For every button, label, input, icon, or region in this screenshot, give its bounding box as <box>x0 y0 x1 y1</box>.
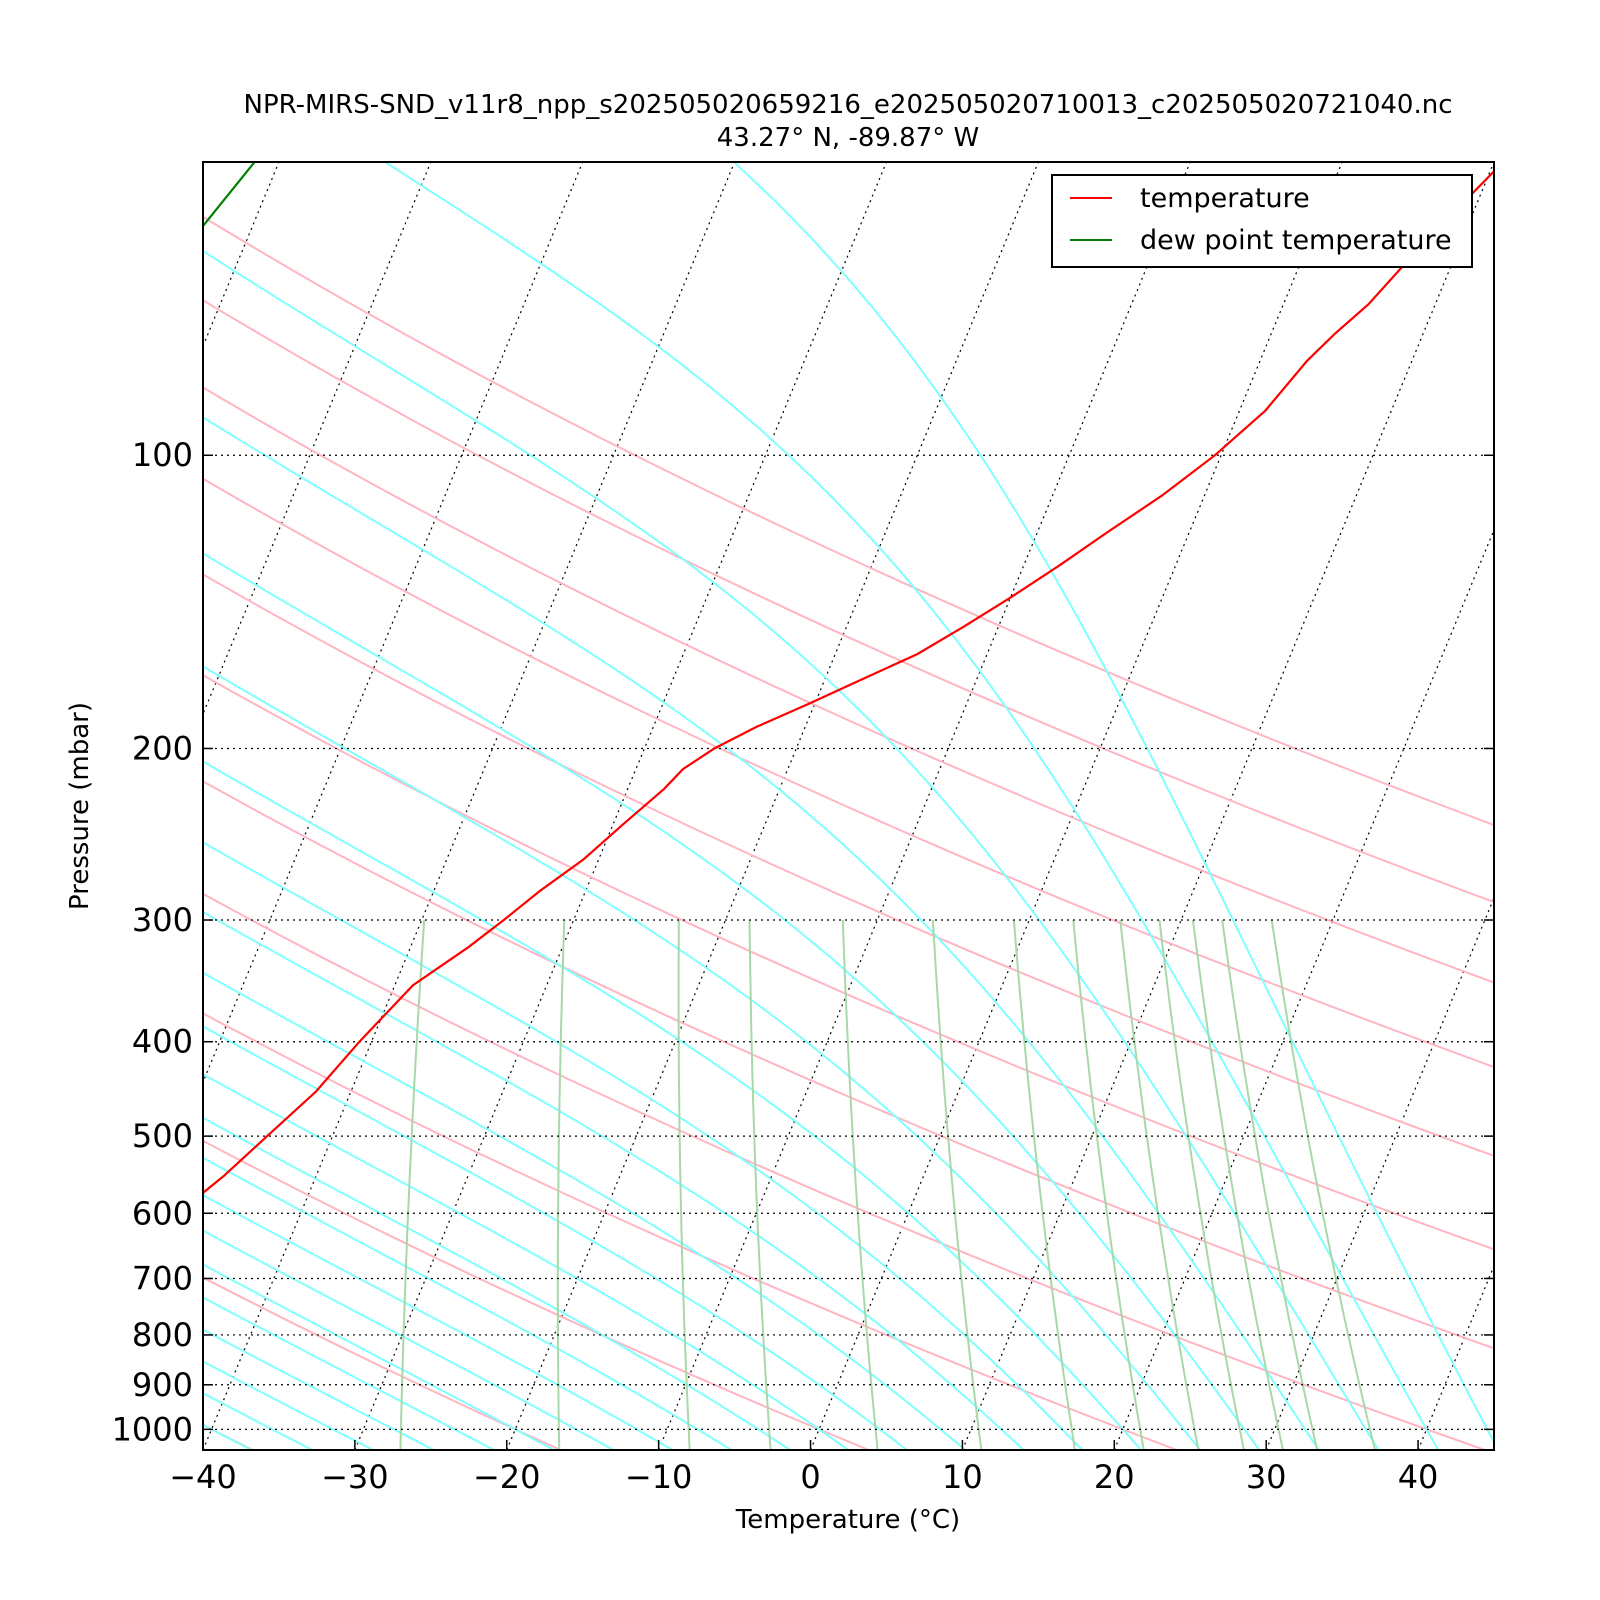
isotherm-line <box>203 162 280 348</box>
dewpoint-line <box>203 162 256 228</box>
moist-adiabat-line <box>203 841 1084 1450</box>
chart-subtitle: 43.27° N, -89.87° W <box>717 123 979 153</box>
y-tick-label: 300 <box>132 901 193 939</box>
y-axis-label: Pressure (mbar) <box>65 702 95 910</box>
moist-adiabat-line <box>203 1263 555 1450</box>
mixing-ratio-line <box>1119 919 1200 1450</box>
y-tick-label: 800 <box>132 1316 193 1354</box>
temperature-line <box>203 169 1494 1195</box>
moist-adiabat-line <box>203 1116 791 1450</box>
mixing-ratio-line <box>1072 919 1145 1450</box>
dry-adiabat-line <box>203 1012 1178 1450</box>
moist-adiabat-line <box>203 416 1320 1450</box>
chart-title: NPR-MIRS-SND_v11r8_npp_s202505020659216_… <box>244 90 1453 120</box>
dry-adiabat-line <box>203 1139 870 1450</box>
moist-adiabat-line <box>203 1296 495 1450</box>
moist-adiabat-line <box>203 552 1261 1450</box>
x-tick-labels: −40 −30 −20 −10 0 10 20 30 40 <box>169 1458 1438 1496</box>
y-tick-label: 700 <box>132 1259 193 1297</box>
mixing-ratio-line <box>1191 919 1284 1450</box>
y-tick-label: 100 <box>132 436 193 474</box>
mixing-ratio-line <box>1012 919 1076 1450</box>
plot-frame <box>202 161 1495 1451</box>
legend-label-dewpoint: dew point temperature <box>1140 225 1452 256</box>
isotherm-line <box>961 162 1494 1450</box>
moist-adiabat-line <box>203 910 1025 1450</box>
legend: temperature dew point temperature <box>1051 174 1473 268</box>
mixing-ratio-line <box>677 920 691 1450</box>
dry-adiabat-line <box>203 892 1486 1450</box>
dry-adiabat-line <box>203 386 1494 984</box>
mixing-ratio-line <box>748 919 772 1450</box>
dry-adiabat-line <box>203 573 1494 1157</box>
legend-box <box>1051 174 1473 268</box>
y-tick-label: 900 <box>132 1366 193 1404</box>
y-tick-label: 400 <box>132 1023 193 1061</box>
dry-adiabat-line <box>203 477 1494 1069</box>
mixing-ratio-line <box>1158 919 1245 1450</box>
mixing-ratio-line <box>931 919 983 1450</box>
moist-adiabat-line <box>203 1025 908 1450</box>
moist-adiabat-line <box>203 971 966 1450</box>
x-axis-label: Temperature (°C) <box>735 1505 960 1535</box>
x-tick-label: −20 <box>473 1458 541 1496</box>
dry-adiabat-line <box>203 215 1494 827</box>
isotherm-line <box>809 162 1343 1450</box>
y-tick-label: 1000 <box>112 1410 193 1448</box>
dry-adiabat-line <box>203 1423 254 1450</box>
moist-adiabat-line <box>203 760 1142 1450</box>
dry-adiabat-line <box>203 299 1494 904</box>
isotherm-line <box>1570 162 1600 1450</box>
ticks <box>202 454 1494 1450</box>
legend-label-temperature: temperature <box>1140 183 1310 214</box>
data-lines <box>203 162 1494 1195</box>
isotherm-line <box>203 162 736 1450</box>
background-lines <box>0 162 1600 1450</box>
moist-adiabat-line <box>203 1423 252 1450</box>
y-tick-label: 600 <box>132 1194 193 1232</box>
moist-adiabat-line <box>203 1328 435 1450</box>
x-tick-label: 10 <box>942 1458 983 1496</box>
y-tick-label: 200 <box>132 729 193 767</box>
moist-adiabat-line <box>203 249 1380 1450</box>
mixing-ratio-line <box>399 919 426 1450</box>
y-tick-label: 500 <box>132 1117 193 1155</box>
isotherm-line <box>0 162 127 1450</box>
x-tick-label: −40 <box>169 1458 237 1496</box>
x-tick-label: 40 <box>1398 1458 1439 1496</box>
moist-adiabat-line <box>203 1392 313 1450</box>
isotherm-line <box>658 162 1191 1450</box>
x-tick-label: 0 <box>800 1458 820 1496</box>
isotherm-line <box>1113 528 1494 1450</box>
isotherm-line <box>506 162 1039 1450</box>
moist-adiabat-line <box>203 1156 733 1450</box>
mixing-ratio-line <box>556 919 566 1450</box>
moist-adiabat-line <box>733 162 1494 1444</box>
x-tick-label: −30 <box>321 1458 389 1496</box>
moist-adiabat-line <box>203 1073 850 1450</box>
moist-adiabat-line <box>384 162 1440 1450</box>
mixing-ratio-line <box>1221 919 1319 1450</box>
x-tick-label: 30 <box>1246 1458 1287 1496</box>
isotherm-line <box>203 162 584 1084</box>
isotherm-line <box>354 162 888 1450</box>
plot-area <box>0 162 1600 1450</box>
x-tick-label: 20 <box>1094 1458 1135 1496</box>
y-tick-labels: 100 200 300 400 500 600 700 800 900 1000 <box>112 436 193 1448</box>
moist-adiabat-line <box>203 1194 674 1450</box>
dry-adiabat-line <box>203 780 1494 1350</box>
moist-adiabat-line <box>203 1229 614 1450</box>
x-tick-label: −10 <box>625 1458 693 1496</box>
moist-adiabat-line <box>203 1360 374 1450</box>
mixing-ratio-line <box>1270 919 1376 1450</box>
mixing-ratio-line <box>841 919 879 1450</box>
moist-adiabat-line <box>203 665 1201 1450</box>
isotherm-line <box>1265 896 1494 1450</box>
